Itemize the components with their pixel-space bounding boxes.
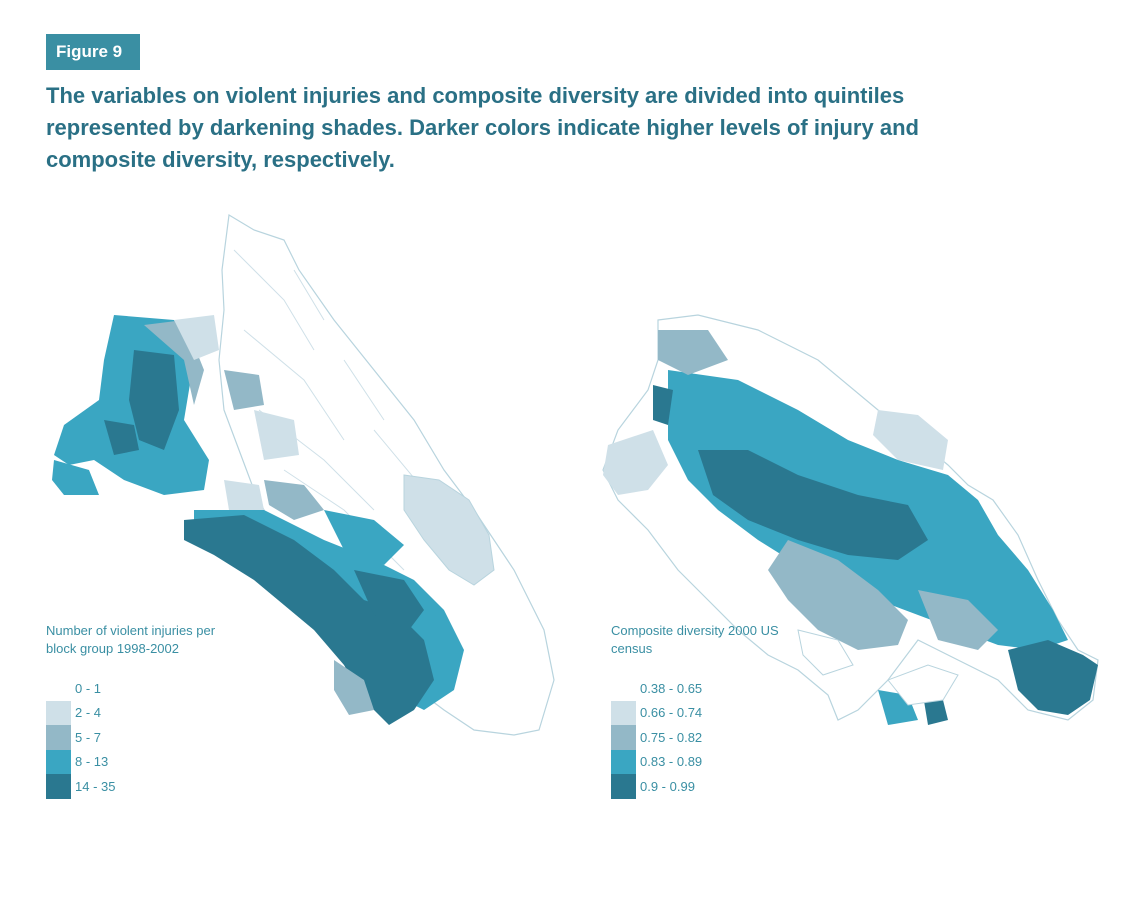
quintile-1-region <box>797 629 959 706</box>
legend-item: 0 - 1 <box>46 676 226 701</box>
legend-label: 0.75 - 0.82 <box>640 729 703 745</box>
legend-label: 0 - 1 <box>75 680 102 696</box>
legend-label: 5 - 7 <box>75 729 102 745</box>
legend-item: 5 - 7 <box>46 725 226 750</box>
legend-swatch-q5 <box>611 774 636 799</box>
quintile-2-region <box>174 315 299 510</box>
legend-label: 14 - 35 <box>75 778 116 794</box>
legend-swatch-q1 <box>611 676 636 701</box>
legend-title: Composite diversity 2000 US census <box>611 623 779 656</box>
figure-caption: The variables on violent injuries and co… <box>46 83 919 172</box>
legend-violent-injuries: Number of violent injuries per block gro… <box>46 622 226 799</box>
quintile-5-region <box>104 350 434 725</box>
legend-item: 8 - 13 <box>46 749 226 774</box>
street-lines <box>233 249 465 571</box>
quintile-5-region <box>653 385 1098 725</box>
legend-label: 0.38 - 0.65 <box>640 680 703 696</box>
composite-diversity-map <box>602 314 1099 725</box>
quintile-2-region <box>403 474 495 586</box>
legend-label: 0.83 - 0.89 <box>640 754 703 770</box>
legend-label: 0.9 - 0.99 <box>640 778 695 794</box>
legend-swatch-q5 <box>46 774 71 799</box>
legend-label: 8 - 13 <box>75 754 109 770</box>
legend-swatch-q2 <box>611 700 636 725</box>
legend-item: 0.38 - 0.65 <box>611 676 791 701</box>
legend-title: Number of violent injuries per block gro… <box>46 623 216 656</box>
legend-swatch-q2 <box>46 700 71 725</box>
quintile-3-region <box>658 330 998 650</box>
quintile-2-region <box>603 430 668 495</box>
map-outline-region <box>218 214 555 736</box>
legend-swatch-q3 <box>611 725 636 750</box>
legend-item: 0.83 - 0.89 <box>611 749 791 774</box>
legend-label: 2 - 4 <box>75 705 102 721</box>
legend-item: 0.9 - 0.99 <box>611 774 791 799</box>
violent-injuries-map <box>52 214 555 736</box>
legend-swatch-q4 <box>46 749 71 774</box>
legend-label: 0.66 - 0.74 <box>640 705 703 721</box>
legend-swatch-q3 <box>46 725 71 750</box>
legend-swatch-q1 <box>46 676 71 701</box>
legend-item: 0.75 - 0.82 <box>611 725 791 750</box>
figure-label: Figure 9 <box>46 34 140 70</box>
outer-boundary <box>218 214 555 736</box>
legend-composite-diversity: Composite diversity 2000 US census 0.38 … <box>611 622 791 799</box>
legend-item: 2 - 4 <box>46 700 226 725</box>
legend-swatch-q4 <box>611 749 636 774</box>
quintile-2-region <box>873 410 948 470</box>
legend-item: 0.66 - 0.74 <box>611 700 791 725</box>
legend-item: 14 - 35 <box>46 774 226 799</box>
